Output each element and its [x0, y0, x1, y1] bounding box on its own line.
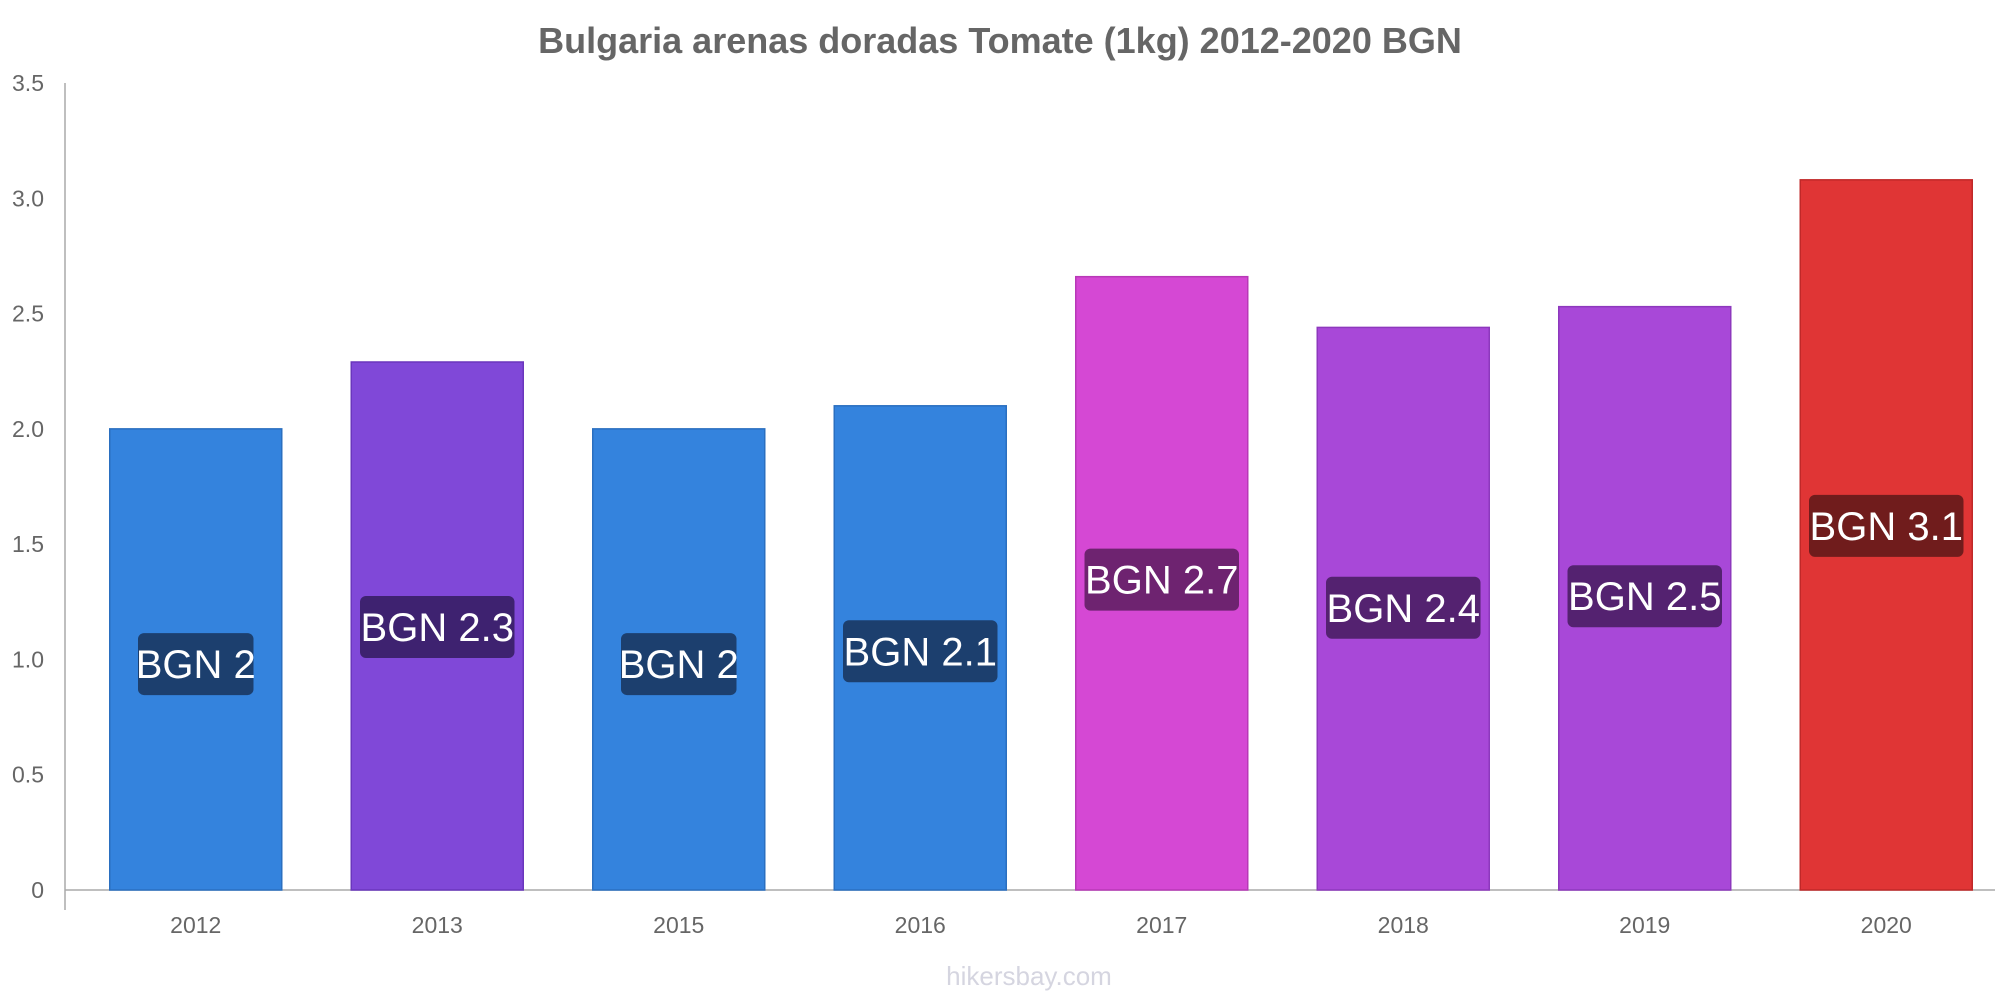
- data-label-box: [843, 620, 998, 683]
- data-label: BGN 3.1: [1810, 505, 1963, 549]
- x-axis: 2012 2013 2015 2016 2017 2018 2019 2020: [65, 889, 1995, 938]
- data-label-box: [138, 633, 254, 696]
- data-label-box: [621, 633, 737, 696]
- chart-title: Bulgaria arenas doradas Tomate (1kg) 201…: [538, 20, 1462, 61]
- x-tick-label: 2013: [412, 912, 463, 938]
- y-tick-label: 0.5: [12, 762, 44, 788]
- data-label: BGN 2: [136, 643, 256, 687]
- data-label: BGN 2.5: [1568, 575, 1721, 619]
- y-tick-label: 3.5: [12, 70, 44, 96]
- x-tick-label: 2020: [1861, 912, 1912, 938]
- y-tick-label: 0: [31, 877, 44, 903]
- x-tick-label: 2012: [170, 912, 221, 938]
- bars: [109, 179, 1973, 891]
- x-tick-label: 2018: [1378, 912, 1429, 938]
- data-label-box: [1084, 548, 1239, 611]
- data-label-box: [1809, 494, 1964, 557]
- data-label-box: [360, 595, 515, 658]
- data-label: BGN 2.1: [844, 630, 997, 674]
- y-tick-label: 1.5: [12, 531, 44, 557]
- data-label: BGN 2.4: [1327, 587, 1480, 631]
- data-label: BGN 2.3: [361, 606, 514, 650]
- y-tick-label: 3.0: [12, 185, 44, 211]
- data-label: BGN 2: [619, 643, 739, 687]
- data-label: BGN 2.7: [1085, 559, 1238, 603]
- data-labels: BGN 2 BGN 2.3 BGN 2 BGN 2.1 BGN 2.7 BGN 2.4 BG…: [136, 494, 1964, 696]
- x-tick-label: 2017: [1136, 912, 1187, 938]
- data-label-box: [1567, 565, 1722, 628]
- y-tick-label: 1.0: [12, 646, 44, 672]
- x-tick-label: 2019: [1619, 912, 1670, 938]
- y-axis: 0 0.5 1.0 1.5 2.0 2.5 3.0 3.5: [12, 70, 66, 910]
- watermark: hikersbay.com: [946, 961, 1112, 991]
- x-tick-label: 2015: [653, 912, 704, 938]
- y-tick-label: 2.5: [12, 301, 44, 327]
- data-label-box: [1326, 576, 1481, 639]
- y-tick-label: 2.0: [12, 416, 44, 442]
- x-tick-label: 2016: [895, 912, 946, 938]
